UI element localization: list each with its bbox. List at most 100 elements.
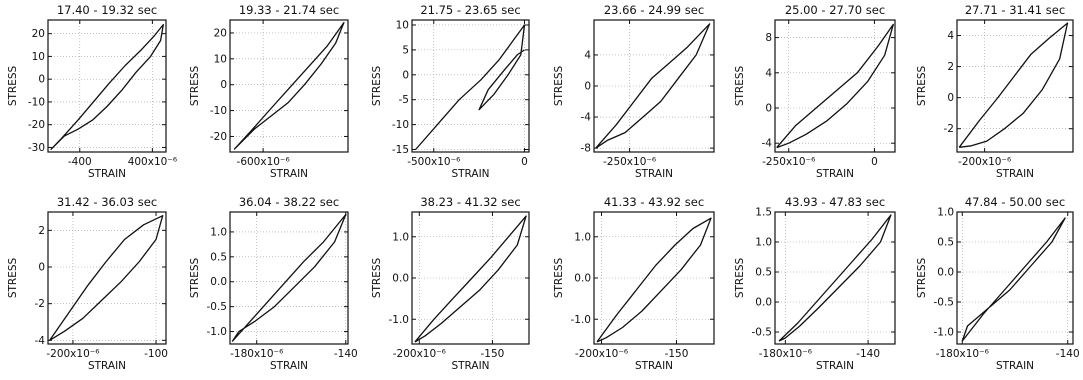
x-tick-label: -200x10⁻⁶ <box>575 348 628 360</box>
chart-panel-3: -500x10⁻⁶ 0 10 5 0 -5 -10 -15 21.75 - 23.65 sec S… <box>371 3 530 180</box>
plot-frame <box>47 211 167 345</box>
y-tick-label: 0.5 <box>210 251 227 263</box>
y-tick-label: -1.0 <box>389 314 410 326</box>
x-tick-label: -140 <box>1056 348 1080 360</box>
y-tick-label: 1.0 <box>755 237 772 249</box>
y-tick-label: 4 <box>947 30 954 42</box>
x-tick-label: -180x10⁻⁶ <box>936 348 989 360</box>
x-tick-label: -180x10⁻⁶ <box>230 348 283 360</box>
chart-panel-11: -180x10⁻⁶ -140 1.5 1.0 0.5 0.0 -0.5 43.93 - 47.… <box>734 195 896 372</box>
chart-title: 38.23 - 41.32 sec <box>420 195 520 209</box>
y-tick-label: 0 <box>584 81 591 93</box>
y-tick-label: 2 <box>947 61 954 73</box>
hysteresis-curve <box>50 23 164 151</box>
chart-title: 47.84 - 50.00 sec <box>965 195 1065 209</box>
hysteresis-curve <box>961 217 1066 342</box>
chart-title: 27.71 - 31.41 sec <box>965 3 1065 17</box>
y-tick-label: 10 <box>396 19 409 31</box>
y-axis-label: STRESS <box>7 65 19 106</box>
plot-frame <box>774 211 896 345</box>
chart-panel-2: -600x10⁻⁶ 20 10 0 -10 -20 19.33 - 21.74 sec STR… <box>189 3 349 180</box>
y-tick-label: -20 <box>210 131 227 143</box>
y-tick-label: 20 <box>32 28 45 40</box>
chart-panel-7: -200x10⁻⁶ -100 2 0 -2 -4 31.42 - 36.03 sec STRA… <box>7 195 168 372</box>
y-tick-label: 8 <box>765 32 772 44</box>
y-tick-label: 0.0 <box>574 273 591 285</box>
y-axis-label: STRESS <box>734 65 746 106</box>
y-tick-label: 0.5 <box>755 267 772 279</box>
hysteresis-curve <box>776 23 894 149</box>
y-tick-label: 0.5 <box>937 237 954 249</box>
hysteresis-curve <box>778 214 892 342</box>
x-axis-label: STRAIN <box>635 360 673 372</box>
x-tick-label: 400x10⁻⁶ <box>128 156 177 168</box>
y-tick-label: -2 <box>944 123 954 135</box>
x-axis-label: STRAIN <box>816 360 854 372</box>
x-tick-label: -150 <box>665 348 689 360</box>
chart-panel-5: -250x10⁻⁶ 0 8 4 0 -4 25.00 - 27.70 sec STRAIN ST… <box>734 3 896 180</box>
y-tick-label: -1.0 <box>571 314 592 326</box>
x-axis-label: STRAIN <box>451 168 489 180</box>
y-axis-label: STRESS <box>189 65 201 106</box>
y-tick-label: 0.0 <box>392 273 409 285</box>
plot-frame <box>411 19 530 153</box>
x-tick-label: -200x10⁻⁶ <box>393 348 446 360</box>
y-tick-label: 0 <box>765 103 772 115</box>
hysteresis-curve <box>415 24 526 150</box>
hysteresis-curve <box>414 215 527 343</box>
x-tick-label: -140 <box>856 348 880 360</box>
chart-title: 17.40 - 19.32 sec <box>57 3 157 17</box>
y-tick-label: -20 <box>28 119 45 131</box>
y-tick-label: -0.5 <box>207 301 228 313</box>
y-tick-label: -30 <box>28 142 45 154</box>
y-tick-label: -4 <box>35 335 46 347</box>
plot-frame <box>47 19 167 153</box>
y-axis-label: STRESS <box>371 257 383 298</box>
chart-title: 36.04 - 38.22 sec <box>239 195 339 209</box>
chart-title: 25.00 - 27.70 sec <box>785 3 885 17</box>
y-axis-label: STRESS <box>7 257 19 298</box>
hysteresis-curve <box>596 217 712 343</box>
y-tick-label: -0.5 <box>752 327 773 339</box>
x-tick-label: -500x10⁻⁶ <box>407 156 460 168</box>
x-axis-label: STRAIN <box>88 360 126 372</box>
plot-frame <box>956 211 1074 345</box>
chart-title: 41.33 - 43.92 sec <box>604 195 704 209</box>
x-tick-label: -250x10⁻⁶ <box>762 156 815 168</box>
hysteresis-curve <box>49 215 164 341</box>
x-axis-label: STRAIN <box>270 168 308 180</box>
y-tick-label: -4 <box>581 112 592 124</box>
hysteresis-curve <box>958 22 1069 148</box>
chart-panel-8: -180x10⁻⁶ -140 1.0 0.5 0.0 -0.5 -1.0 36.04 - 38… <box>189 195 358 372</box>
y-tick-label: 0 <box>402 69 409 81</box>
chart-title: 21.75 - 23.65 sec <box>420 3 520 17</box>
x-axis-label: STRAIN <box>635 168 673 180</box>
chart-title: 19.33 - 21.74 sec <box>239 3 339 17</box>
chart-panel-12: -180x10⁻⁶ -140 1.0 0.5 0.0 -0.5 -1.0 47.84 - 50… <box>916 195 1080 372</box>
chart-panel-10: -200x10⁻⁶ -150 1.0 0.0 -1.0 41.33 - 43.92 sec… <box>553 195 715 372</box>
x-tick-label: -150 <box>481 348 505 360</box>
y-tick-label: 1.0 <box>210 226 227 238</box>
x-tick-label: -600x10⁻⁶ <box>237 156 290 168</box>
y-tick-label: -0.5 <box>934 297 955 309</box>
hysteresis-curve <box>233 21 345 150</box>
y-tick-label: -10 <box>392 119 409 131</box>
x-axis-label: STRAIN <box>88 168 126 180</box>
y-tick-label: 4 <box>584 49 591 61</box>
y-tick-label: 1.0 <box>574 231 591 243</box>
x-tick-label: 0 <box>521 156 528 168</box>
hysteresis-curve <box>595 23 711 149</box>
x-tick-label: -200x10⁻⁶ <box>46 348 99 360</box>
y-tick-label: 20 <box>214 27 227 39</box>
y-axis-label: STRESS <box>734 257 746 298</box>
y-tick-label: -1.0 <box>934 327 955 339</box>
x-tick-label: -200x10⁻⁶ <box>958 156 1011 168</box>
y-tick-label: 0.0 <box>937 267 954 279</box>
x-tick-label: -140 <box>334 348 358 360</box>
x-axis-label: STRAIN <box>270 360 308 372</box>
y-axis-label: STRESS <box>916 257 928 298</box>
chart-title: 31.42 - 36.03 sec <box>57 195 157 209</box>
chart-panel-1: -400 400x10⁻⁶ 20 10 0 -10 -20 -30 17.40 - 19.32 … <box>7 3 177 180</box>
x-tick-label: -400 <box>68 156 92 168</box>
